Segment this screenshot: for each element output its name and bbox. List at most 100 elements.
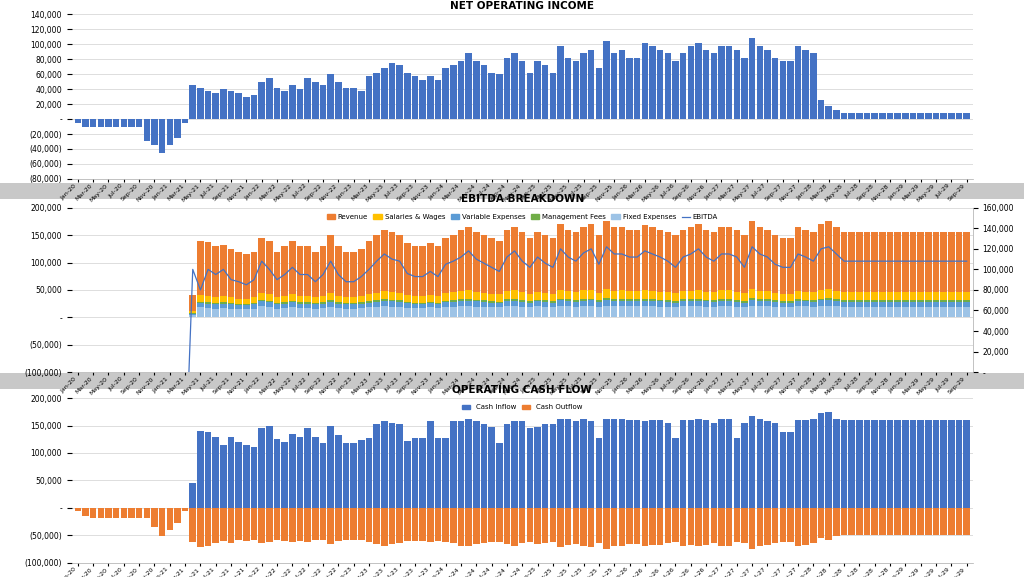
Bar <box>741 302 748 307</box>
Bar <box>297 302 303 304</box>
Bar <box>803 300 809 301</box>
Bar <box>572 306 580 317</box>
Bar <box>381 291 387 299</box>
Bar <box>841 300 847 302</box>
Bar <box>749 300 756 306</box>
Bar <box>596 437 602 508</box>
Bar <box>198 308 204 317</box>
Bar <box>82 508 89 516</box>
Bar <box>312 82 318 119</box>
Bar <box>350 508 357 539</box>
Bar <box>465 419 472 508</box>
Bar <box>894 292 901 300</box>
Bar <box>880 292 886 300</box>
Bar <box>657 300 664 301</box>
Bar <box>711 233 717 317</box>
Bar <box>251 448 257 508</box>
Bar <box>665 423 671 508</box>
Bar <box>672 508 679 542</box>
Bar <box>335 295 342 302</box>
Bar <box>189 313 196 314</box>
Bar <box>940 233 947 317</box>
Bar <box>925 292 932 300</box>
Bar <box>611 53 617 119</box>
Bar <box>572 302 580 306</box>
Bar <box>726 306 732 317</box>
Bar <box>236 442 242 508</box>
Bar <box>442 307 449 317</box>
Bar <box>726 46 732 119</box>
Bar <box>381 421 387 508</box>
Bar <box>795 301 802 306</box>
Bar <box>504 58 510 119</box>
Bar <box>711 293 717 301</box>
Bar <box>749 222 756 317</box>
Bar <box>220 508 226 541</box>
Bar <box>542 302 549 307</box>
Bar <box>948 113 954 119</box>
Bar <box>198 295 204 302</box>
Bar <box>649 301 655 306</box>
Bar <box>213 309 219 317</box>
Bar <box>565 299 571 301</box>
Bar <box>887 306 893 317</box>
Bar <box>282 246 288 317</box>
Bar <box>442 301 449 302</box>
Bar <box>649 291 655 299</box>
Bar <box>603 300 609 306</box>
Bar <box>496 443 503 508</box>
Bar <box>198 303 204 308</box>
Bar <box>542 65 549 119</box>
Bar <box>335 508 342 541</box>
Bar <box>818 298 824 301</box>
Bar <box>412 308 418 317</box>
Bar <box>687 299 694 301</box>
Bar <box>243 309 250 317</box>
Bar <box>726 508 732 546</box>
Bar <box>887 233 893 317</box>
Bar <box>251 309 257 317</box>
Bar <box>818 301 824 306</box>
Bar <box>213 305 219 309</box>
Bar <box>918 302 924 306</box>
Bar <box>810 292 817 300</box>
Bar <box>618 301 625 306</box>
Bar <box>121 508 127 518</box>
Bar <box>864 113 870 119</box>
Bar <box>581 227 587 317</box>
Bar <box>526 508 534 542</box>
Bar <box>258 238 265 317</box>
Bar <box>810 306 817 317</box>
Bar <box>465 227 472 317</box>
Bar <box>389 306 395 317</box>
Bar <box>849 420 855 508</box>
Bar <box>955 233 963 317</box>
Bar <box>849 302 855 306</box>
Bar <box>764 301 771 306</box>
Bar <box>442 238 449 317</box>
Bar <box>550 294 556 301</box>
Bar <box>933 302 939 306</box>
Bar <box>297 308 303 317</box>
Bar <box>213 93 219 119</box>
Bar <box>458 291 464 299</box>
Bar <box>519 302 525 307</box>
Bar <box>565 58 571 119</box>
Bar <box>258 428 265 508</box>
Bar <box>565 508 571 545</box>
Bar <box>634 306 640 317</box>
Bar <box>657 50 664 119</box>
Bar <box>251 252 257 317</box>
Bar <box>834 299 840 301</box>
Bar <box>933 233 939 317</box>
Bar <box>933 508 939 535</box>
Bar <box>189 483 196 508</box>
Bar <box>435 296 441 302</box>
Bar <box>757 227 763 317</box>
Bar <box>718 306 725 317</box>
Bar <box>442 508 449 542</box>
Bar <box>258 82 265 119</box>
Bar <box>450 235 457 317</box>
Bar <box>672 293 679 301</box>
Bar <box>657 306 664 317</box>
